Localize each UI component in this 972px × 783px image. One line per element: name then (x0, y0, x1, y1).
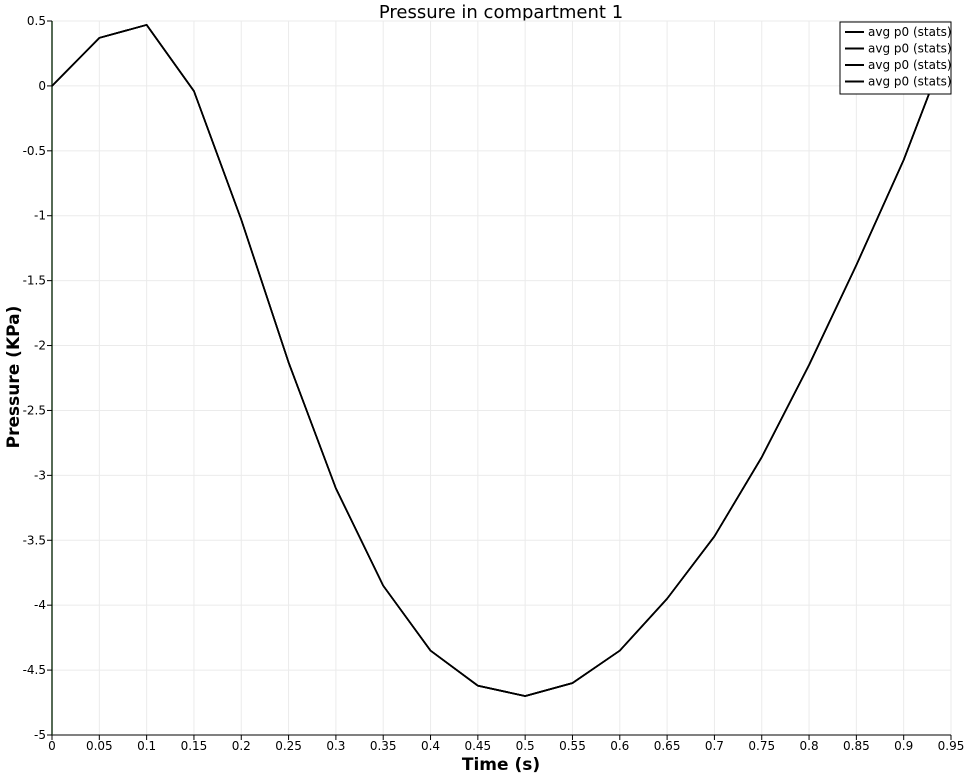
x-tick-label: 0.15 (181, 739, 208, 753)
grid (51, 20, 952, 736)
y-tick-label: -2 (34, 339, 46, 353)
x-axis-ticks: 0 0.05 0.1 0.15 0.2 0.25 0.3 0.35 0.4 0.45 0.5 0.55… (48, 735, 964, 753)
x-tick-label: 0.25 (275, 739, 302, 753)
x-tick-label: 0.5 (516, 739, 535, 753)
legend-entry-label: avg p0 (stats) (868, 58, 952, 72)
y-tick-label: -2.5 (23, 403, 46, 417)
y-axis-ticks: 0.5 0 -0.5 -1 -1.5 -2 -2.5 -3 -3.5 -4 -4.5 -5 (23, 14, 52, 742)
x-tick-label: 0.55 (559, 739, 586, 753)
y-tick-label: 0 (38, 79, 46, 93)
x-axis-title: Time (s) (462, 755, 540, 775)
series-line (51, 24, 933, 697)
x-tick-label: 0.1 (137, 739, 156, 753)
chart-title: Pressure in compartment 1 (379, 2, 623, 23)
x-tick-label: 0.8 (800, 739, 819, 753)
y-tick-label: -3.5 (23, 533, 46, 547)
x-tick-label: 0.2 (232, 739, 251, 753)
legend: avg p0 (stats) avg p0 (stats) avg p0 (stat… (839, 21, 952, 95)
x-tick-label: 0.9 (894, 739, 913, 753)
y-tick-label: -4 (34, 598, 46, 612)
x-tick-label: 0.7 (705, 739, 724, 753)
legend-entry-label: avg p0 (stats) (868, 42, 952, 56)
axes (51, 21, 951, 736)
x-tick-label: 0.65 (654, 739, 681, 753)
series-line (51, 24, 933, 697)
legend-entry-label: avg p0 (stats) (868, 75, 952, 89)
y-tick-label: 0.5 (27, 14, 46, 28)
x-tick-label: 0.95 (938, 739, 965, 753)
x-tick-label: 0 (48, 739, 56, 753)
x-tick-label: 0.85 (843, 739, 870, 753)
y-tick-label: -0.5 (23, 144, 46, 158)
x-tick-label: 0.4 (421, 739, 440, 753)
series-line (51, 24, 933, 697)
y-tick-label: -1.5 (23, 274, 46, 288)
x-tick-label: 0.75 (748, 739, 775, 753)
y-tick-label: -3 (34, 468, 46, 482)
series-lines (51, 24, 933, 697)
y-tick-label: -5 (34, 728, 46, 742)
x-tick-label: 0.6 (610, 739, 629, 753)
legend-entry-label: avg p0 (stats) (868, 25, 952, 39)
series-line (51, 24, 933, 697)
x-tick-label: 0.45 (464, 739, 491, 753)
x-tick-label: 0.35 (370, 739, 397, 753)
x-tick-label: 0.3 (326, 739, 345, 753)
y-axis-title: Pressure (KPa) (4, 306, 24, 449)
y-tick-label: -1 (34, 209, 46, 223)
x-tick-label: 0.05 (86, 739, 113, 753)
y-tick-label: -4.5 (23, 663, 46, 677)
